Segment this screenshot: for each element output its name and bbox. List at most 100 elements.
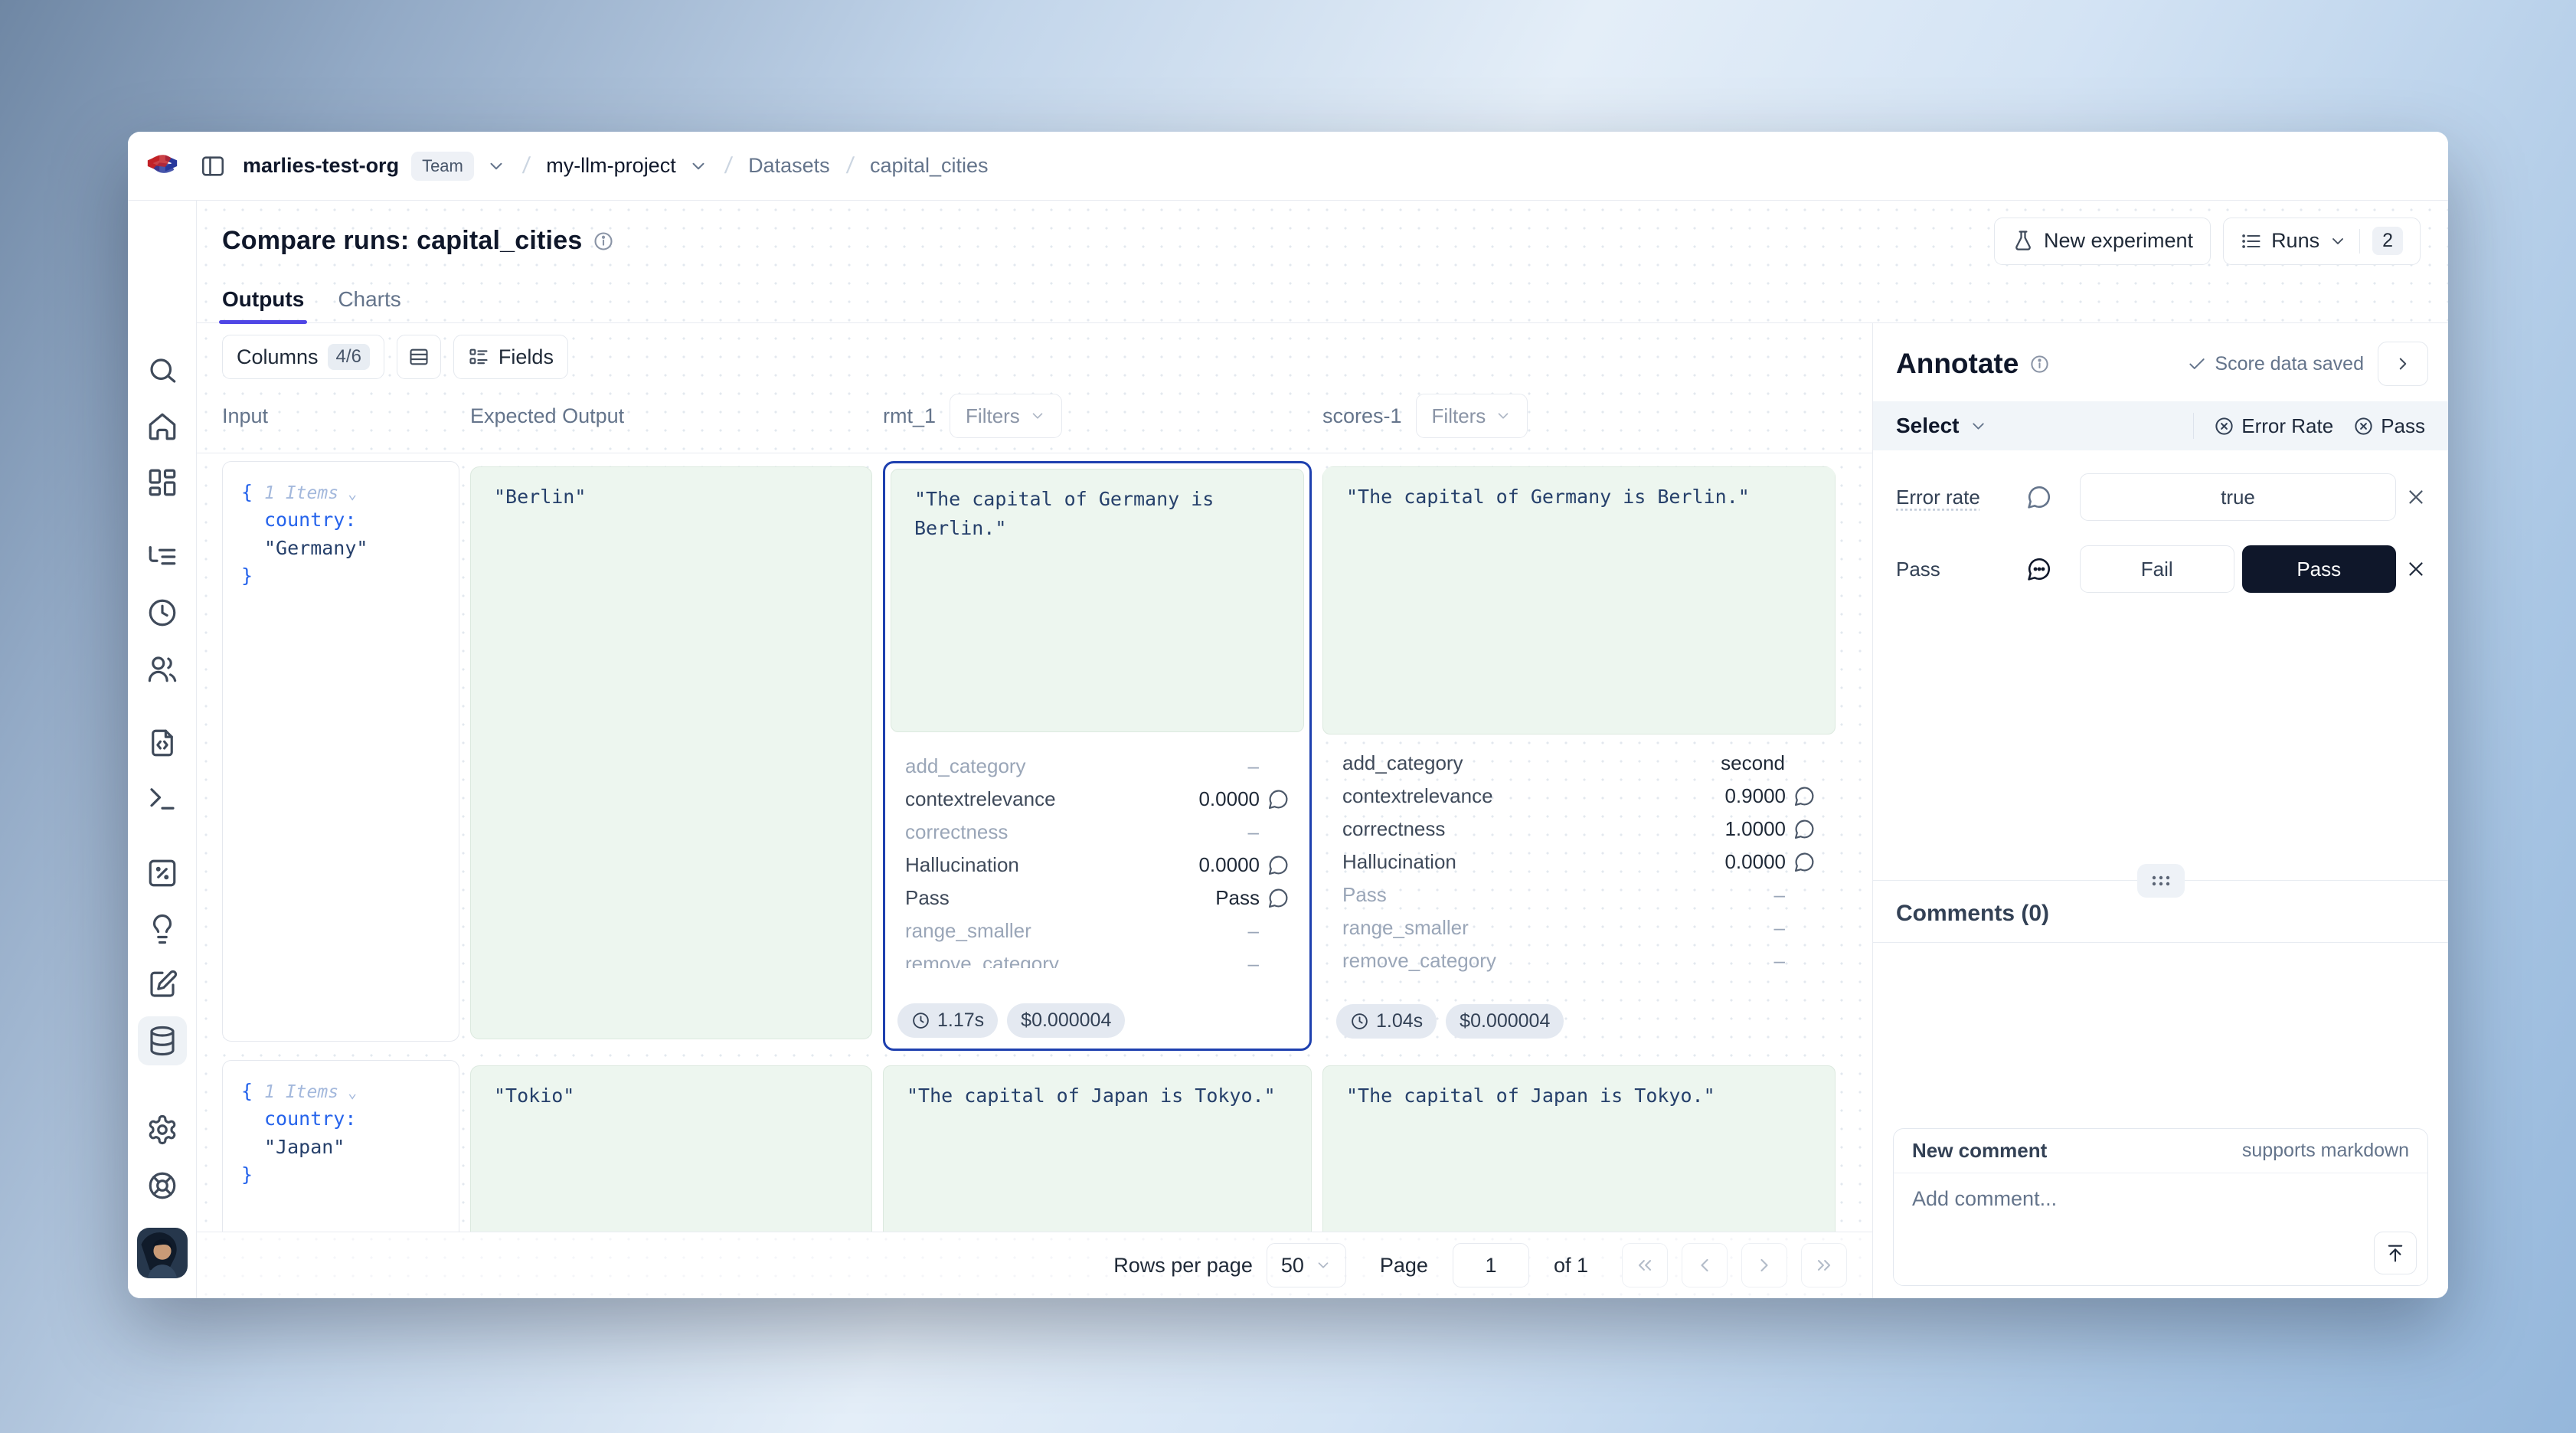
first-page-button[interactable] <box>1622 1243 1668 1287</box>
collapse-panel-button[interactable] <box>2378 342 2428 386</box>
clock-icon <box>913 1013 929 1029</box>
run-output-cell-rmt1[interactable]: "The capital of Japan is Tokyo." <box>883 1060 1312 1232</box>
run-output-cell-scores1[interactable]: "The capital of Germany is Berlin." add_… <box>1322 466 1836 1051</box>
comment-input[interactable] <box>1894 1173 2427 1285</box>
breadcrumb-org[interactable]: marlies-test-org <box>243 154 400 177</box>
score-row: add_category – <box>905 754 1259 777</box>
info-icon[interactable] <box>593 231 614 252</box>
clear-score-button[interactable] <box>2396 486 2436 509</box>
expected-output-cell[interactable]: "Tokio" <box>470 1065 872 1232</box>
row-height-button[interactable] <box>396 335 441 379</box>
chevron-down-icon[interactable] <box>486 156 506 176</box>
rows-per-page-select[interactable]: 50 <box>1266 1243 1346 1287</box>
comment-icon[interactable] <box>1267 854 1290 876</box>
comment-icon[interactable] <box>1793 785 1816 807</box>
expected-output-cell[interactable]: "Berlin" <box>470 466 872 1039</box>
sidebar-item-search[interactable] <box>138 346 187 395</box>
runs-selector-button[interactable]: Runs 2 <box>2223 217 2421 265</box>
submit-comment-button[interactable] <box>2374 1232 2417 1274</box>
info-icon[interactable] <box>2029 354 2050 375</box>
sidebar-item-datasets[interactable] <box>137 1016 187 1065</box>
comment-icon[interactable] <box>1793 818 1816 840</box>
divider <box>2193 413 2195 439</box>
prev-page-button[interactable] <box>1682 1243 1728 1287</box>
next-page-button[interactable] <box>1741 1243 1787 1287</box>
comment-icon[interactable] <box>1267 887 1290 909</box>
cost-badge: $0.000004 <box>1446 1004 1564 1039</box>
sidebar-item-users[interactable] <box>138 644 187 693</box>
new-experiment-button[interactable]: New experiment <box>1993 217 2212 265</box>
sidebar-item-home[interactable] <box>138 402 187 451</box>
score-config-bar: Select Error Rate Pass <box>1873 401 2448 450</box>
fail-option-button[interactable]: Fail <box>2080 545 2234 593</box>
run-output-text: "The capital of Germany is Berlin." <box>1322 466 1836 734</box>
markdown-hint: supports markdown <box>2241 1140 2409 1161</box>
trace-tree-icon <box>149 546 175 565</box>
pass-option-button[interactable]: Pass <box>2241 545 2396 593</box>
breadcrumb-datasets[interactable]: Datasets <box>748 154 830 177</box>
pagination-bar: Rows per page 50 Page of 1 <box>197 1232 1872 1298</box>
list-icon <box>2242 234 2261 248</box>
sidebar-item-dashboards[interactable] <box>138 458 187 507</box>
column-header-run2: scores-1 Filters <box>1322 394 1836 438</box>
sidebar-item-tracing[interactable] <box>138 532 187 581</box>
icon-sidebar <box>128 201 197 1298</box>
column-header-run1: rmt_1 Filters <box>883 394 1312 438</box>
run-output-cell-scores1[interactable]: "The capital of Japan is Tokyo." <box>1322 1060 1836 1232</box>
resize-handle[interactable] <box>2136 864 2185 898</box>
score-label: Error rate <box>1896 485 1980 509</box>
columns-button[interactable]: Columns 4/6 <box>222 335 384 379</box>
view-comment-button[interactable] <box>2026 556 2080 582</box>
input-cell[interactable]: { 1 Items ⌄ country: "Germany" } <box>222 461 459 1042</box>
comment-icon[interactable] <box>1267 788 1290 810</box>
clock-icon <box>149 599 175 627</box>
file-code-icon <box>151 729 173 757</box>
panel-resize-divider <box>1873 864 2448 898</box>
latency-badge: 1.04s <box>1336 1004 1437 1039</box>
filters-button-run2[interactable]: Filters <box>1415 394 1528 438</box>
comment-icon[interactable] <box>1793 851 1816 873</box>
table-row: { 1 Items ⌄ country: "Germany" } "Berlin… <box>197 461 1872 1051</box>
last-page-button[interactable] <box>1801 1243 1847 1287</box>
sidebar-item-playground[interactable] <box>138 774 187 823</box>
breadcrumb-project[interactable]: my-llm-project <box>546 154 676 177</box>
sidebar-item-evaluation[interactable] <box>138 849 187 898</box>
user-avatar[interactable] <box>136 1228 188 1278</box>
run-output-text: "The capital of Japan is Tokyo." <box>883 1065 1312 1232</box>
columns-count-badge: 4/6 <box>327 344 370 370</box>
score-config-select[interactable]: Select <box>1896 414 1988 438</box>
sidebar-item-settings[interactable] <box>138 1105 187 1154</box>
sidebar-item-annotation[interactable] <box>138 960 187 1009</box>
score-row: Pass – <box>1342 883 1785 906</box>
score-row: remove_category – <box>1342 949 1785 972</box>
chevron-right-icon <box>1760 1258 1768 1272</box>
score-input-row-pass: Pass Fail Pass <box>1896 545 2436 593</box>
close-icon <box>2409 490 2423 504</box>
breadcrumb-dataset-name[interactable]: capital_cities <box>869 154 989 177</box>
sidebar-item-sessions[interactable] <box>138 588 187 637</box>
sidebar-item-prompts[interactable] <box>138 718 187 767</box>
add-comment-button[interactable] <box>2026 484 2080 510</box>
tab-outputs[interactable]: Outputs <box>218 287 308 324</box>
filters-button-run1[interactable]: Filters <box>950 394 1062 438</box>
input-cell[interactable]: { 1 Items ⌄ country: "Japan" } <box>222 1060 459 1232</box>
chip-error-rate[interactable]: Error Rate <box>2214 414 2333 438</box>
flask-icon <box>2015 230 2031 250</box>
clear-score-button[interactable] <box>2396 558 2436 581</box>
chevron-down-icon[interactable] <box>688 156 708 176</box>
tab-charts[interactable]: Charts <box>338 287 401 311</box>
sidebar-item-insights[interactable] <box>138 905 187 954</box>
fields-button[interactable]: Fields <box>453 335 568 379</box>
rows-icon <box>410 348 428 365</box>
tab-bar: Outputs Charts <box>197 281 2448 324</box>
table-row: { 1 Items ⌄ country: "Japan" } "Tokio" "… <box>197 1060 1872 1232</box>
page-number-input[interactable] <box>1452 1243 1529 1287</box>
fields-list-icon <box>469 348 488 365</box>
error-rate-value-input[interactable] <box>2080 473 2396 521</box>
chip-pass[interactable]: Pass <box>2353 414 2425 438</box>
divider <box>2359 228 2361 254</box>
sidebar-item-support[interactable] <box>138 1161 187 1210</box>
run-output-cell-rmt1-selected[interactable]: "The capital of Germany is Berlin." add_… <box>883 461 1312 1051</box>
page-title: Compare runs: capital_cities <box>222 226 583 255</box>
sidebar-toggle-button[interactable] <box>200 153 226 179</box>
